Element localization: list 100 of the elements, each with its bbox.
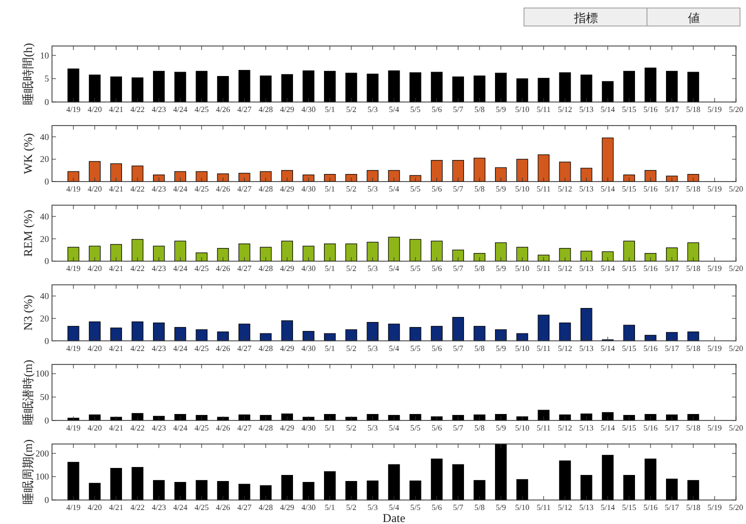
bar <box>623 240 635 262</box>
x-tick-label: 5/5 <box>410 503 420 512</box>
bar <box>388 170 400 182</box>
x-tick-label: 5/13 <box>579 264 594 274</box>
bar <box>538 78 550 102</box>
y-tick-label: 50 <box>40 392 50 402</box>
bar <box>559 414 571 421</box>
bar <box>153 480 165 500</box>
bar <box>88 74 101 102</box>
bar <box>110 328 122 342</box>
bar <box>88 321 101 342</box>
bar <box>495 444 507 500</box>
bar <box>110 163 122 182</box>
x-tick-label: 4/30 <box>301 184 316 194</box>
x-tick-label: 4/29 <box>280 264 294 274</box>
x-tick-label: 5/8 <box>474 344 485 353</box>
x-tick-label: 5/19 <box>708 503 722 512</box>
bar <box>452 464 464 500</box>
x-tick-label: 4/21 <box>109 503 124 512</box>
x-tick-label: 5/15 <box>622 423 636 432</box>
x-tick-label: 5/7 <box>453 423 464 432</box>
x-tick-label: 5/16 <box>643 264 658 274</box>
bar <box>88 246 101 262</box>
x-tick-label: 4/20 <box>88 423 102 432</box>
bar <box>430 326 443 342</box>
x-tick-label: 5/9 <box>496 423 506 432</box>
bar <box>495 72 507 102</box>
bar <box>174 240 186 262</box>
x-tick-label: 4/19 <box>66 264 80 274</box>
bar <box>196 70 208 102</box>
bar <box>602 454 614 500</box>
x-tick-label: 5/8 <box>474 264 485 274</box>
bar <box>410 72 422 102</box>
y-tick-label: 100 <box>36 368 50 379</box>
x-tick-label: 5/14 <box>600 344 615 353</box>
bar <box>132 413 144 421</box>
bar <box>538 154 550 182</box>
y-axis-title: N3 (%) <box>21 294 35 331</box>
x-tick-label: 4/20 <box>88 184 102 194</box>
x-tick-label: 5/6 <box>432 264 442 274</box>
x-tick-label: 4/29 <box>280 105 294 114</box>
bar <box>302 246 314 262</box>
bar <box>474 326 486 342</box>
x-tick-label: 5/11 <box>536 264 551 274</box>
bar <box>153 246 165 262</box>
x-tick-label: 5/3 <box>368 344 378 353</box>
x-tick-label: 5/4 <box>388 105 400 114</box>
x-tick-label: 4/26 <box>216 423 230 432</box>
x-tick-label: 4/19 <box>66 503 80 512</box>
x-tick-label: 4/25 <box>194 264 209 274</box>
x-tick-label: 4/23 <box>152 264 166 274</box>
x-tick-label: 4/22 <box>130 423 145 432</box>
x-tick-label: 5/9 <box>496 105 506 114</box>
x-tick-label: 5/6 <box>432 184 442 194</box>
x-tick-label: 5/8 <box>474 423 485 432</box>
bar <box>559 248 571 262</box>
bar <box>132 166 144 182</box>
y-axis-title: 睡眠潜時(m) <box>21 360 35 426</box>
bar <box>366 74 378 102</box>
x-tick-label: 5/15 <box>622 503 636 512</box>
x-tick-label: 5/12 <box>558 264 572 274</box>
bar <box>430 240 443 262</box>
x-tick-label: 5/3 <box>368 105 378 114</box>
bar <box>623 324 635 342</box>
bar <box>153 322 165 342</box>
x-tick-label: 5/3 <box>368 503 378 512</box>
x-tick-label: 4/24 <box>173 503 188 512</box>
x-tick-label: 4/27 <box>237 184 252 194</box>
y-tick-label: 0 <box>44 256 50 266</box>
x-tick-label: 4/28 <box>258 264 273 274</box>
y-tick-label: 20 <box>40 234 50 244</box>
x-tick-label: 5/4 <box>388 264 400 274</box>
bar <box>388 464 400 500</box>
bar <box>260 76 272 102</box>
x-tick-label: 5/17 <box>664 344 679 353</box>
x-tick-label: 5/7 <box>453 105 464 114</box>
bar <box>644 458 656 500</box>
x-tick-label: 5/12 <box>558 105 572 114</box>
x-tick-label: 5/14 <box>600 105 615 114</box>
x-tick-label: 5/2 <box>346 423 356 432</box>
bar <box>132 239 144 262</box>
bar <box>666 414 678 421</box>
y-tick-label: 20 <box>40 154 50 164</box>
bar <box>110 244 122 262</box>
x-tick-label: 4/21 <box>109 184 124 194</box>
bar <box>580 308 592 342</box>
x-tick-label: 5/11 <box>536 423 551 432</box>
y-tick-label: 0 <box>44 97 50 107</box>
x-tick-label: 4/25 <box>194 184 209 194</box>
bar <box>281 240 293 262</box>
bar <box>580 414 592 421</box>
x-tick-label: 5/2 <box>346 344 356 353</box>
x-tick-label: 4/21 <box>109 264 124 274</box>
bar <box>474 480 486 500</box>
x-tick-label: 5/4 <box>388 423 400 432</box>
bar <box>68 68 80 102</box>
y-tick-label: 40 <box>40 132 50 142</box>
x-tick-label: 4/28 <box>258 105 273 114</box>
bar <box>687 480 700 500</box>
bar <box>644 68 656 102</box>
